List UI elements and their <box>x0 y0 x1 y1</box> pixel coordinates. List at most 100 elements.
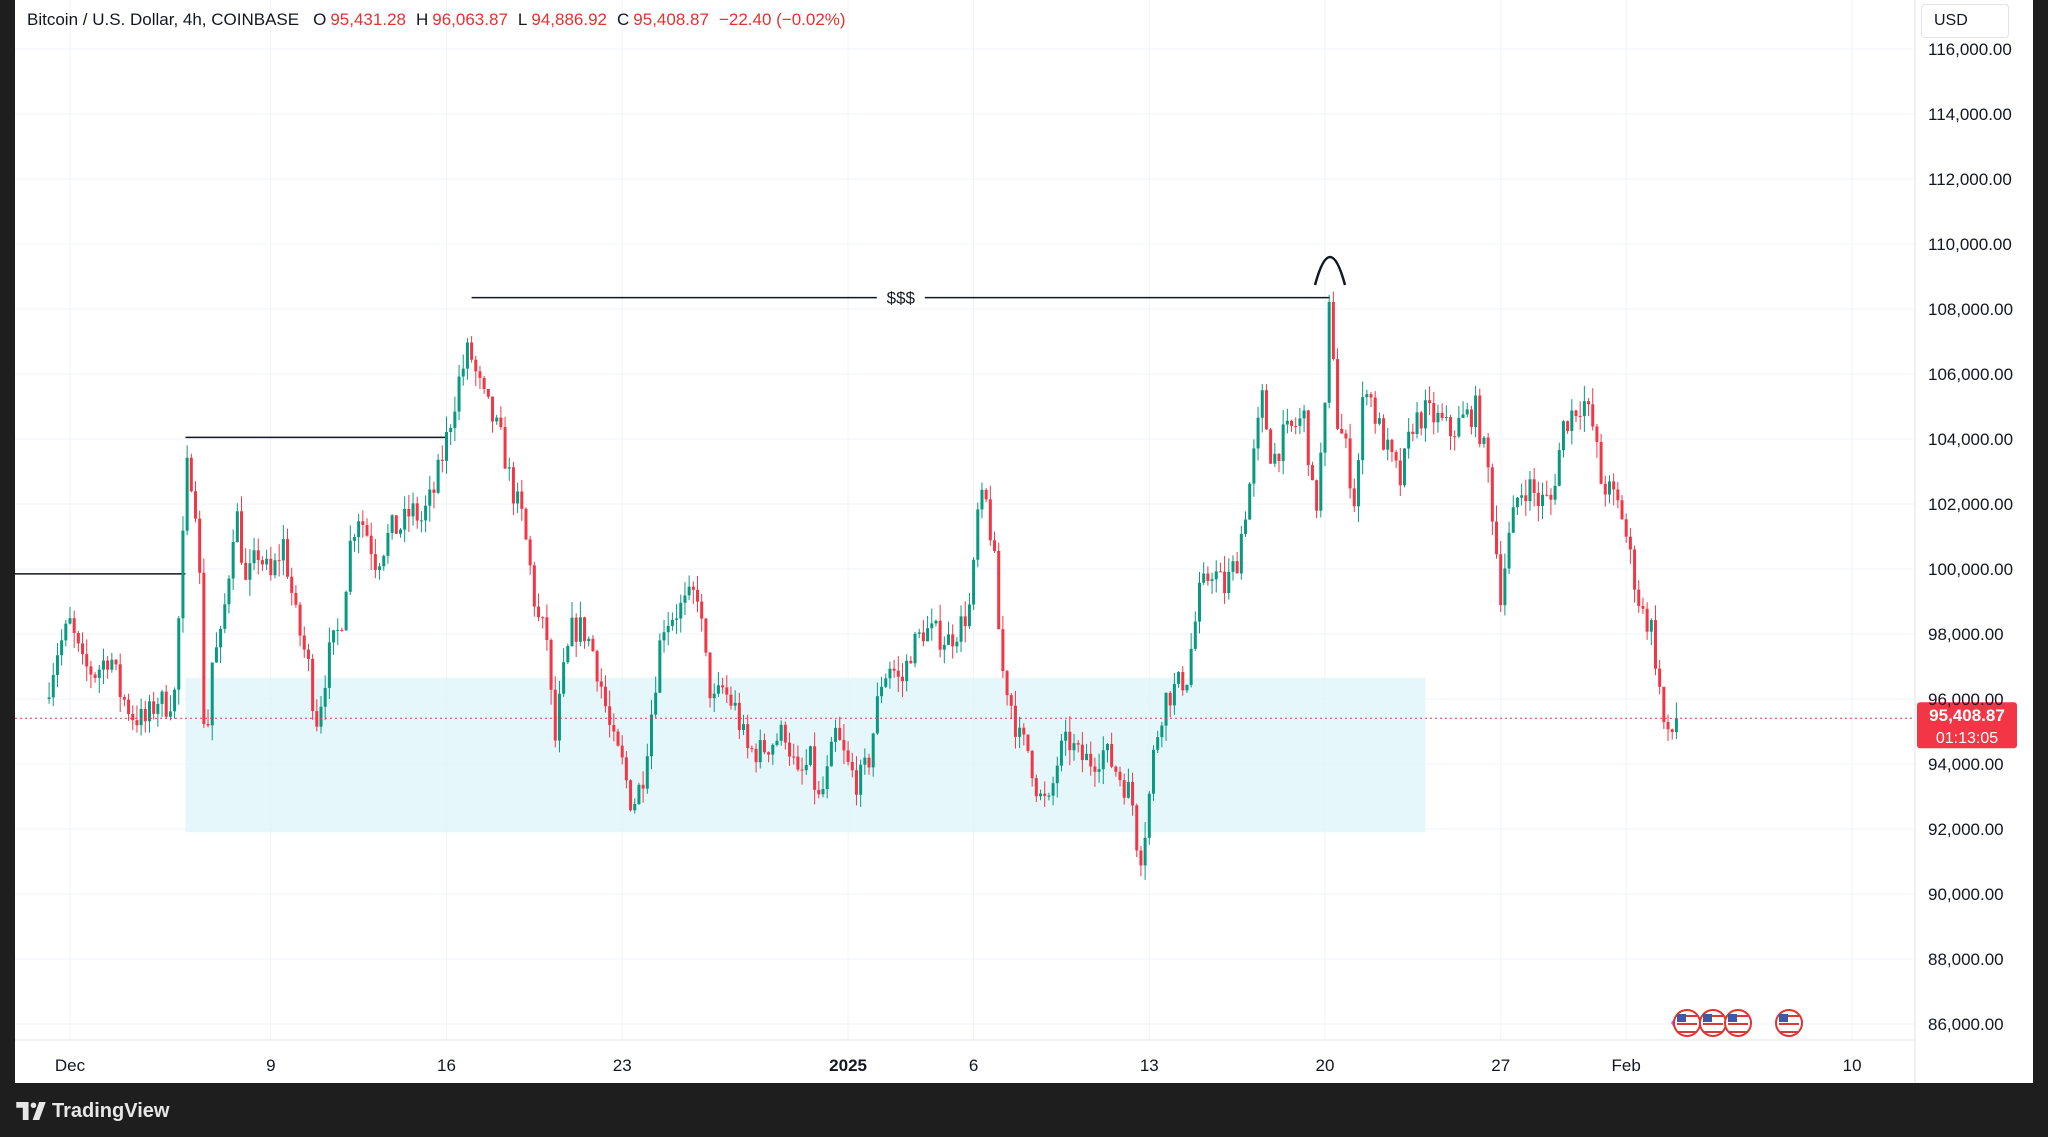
candle <box>988 485 992 546</box>
candle <box>1105 743 1109 763</box>
candle-body <box>114 659 118 665</box>
candle-body <box>1528 479 1532 502</box>
candle <box>507 457 511 481</box>
us-flag-event-icon[interactable] <box>1673 1009 1701 1037</box>
candle <box>76 630 80 652</box>
candle-body <box>231 542 235 579</box>
candle-body <box>1131 781 1135 806</box>
candle-body <box>436 459 440 493</box>
candle <box>1377 412 1381 426</box>
candle-body <box>729 694 733 706</box>
candle <box>1239 525 1243 580</box>
us-flag-event-icon[interactable] <box>1699 1009 1727 1037</box>
candle <box>1373 391 1377 434</box>
candle-body <box>754 748 758 763</box>
candle <box>260 556 264 571</box>
candle-body <box>1248 483 1252 520</box>
candle-body <box>553 689 557 741</box>
candle-body <box>557 693 561 741</box>
candlestick-chart[interactable]: $$$ 95,408.87 01:13:05 116,000.00 114,000.… <box>15 0 2033 1083</box>
candle <box>1126 768 1130 799</box>
tradingview-brand[interactable]: TradingView <box>16 1098 169 1124</box>
candle <box>1034 774 1038 803</box>
candle-body <box>306 649 310 659</box>
candle-body <box>1231 561 1235 572</box>
candle-body <box>1670 729 1674 733</box>
candle-body <box>863 757 867 765</box>
candle <box>491 396 495 433</box>
candle-body <box>194 491 197 519</box>
candle-body <box>1386 439 1390 450</box>
candle <box>135 705 139 733</box>
candle <box>55 643 59 688</box>
candle <box>959 605 963 652</box>
candle <box>1503 553 1507 616</box>
currency-button[interactable]: USD <box>1921 4 2009 38</box>
symbol-title[interactable]: Bitcoin / U.S. Dollar, 4h, COINBASE <box>27 10 300 29</box>
x-tick-label: 13 <box>1140 1056 1159 1075</box>
candle-body <box>85 654 89 667</box>
candle-body <box>700 601 704 619</box>
candle <box>1607 475 1611 504</box>
candle <box>386 523 390 564</box>
candle-body <box>1486 437 1490 468</box>
candle <box>746 714 750 759</box>
candle-body <box>118 664 122 698</box>
us-flag-event-icon[interactable] <box>1724 1009 1752 1037</box>
candle-body <box>942 644 946 650</box>
candle <box>394 515 398 534</box>
price-tag <box>1917 702 2017 749</box>
candle <box>281 524 285 576</box>
candle-body <box>1658 668 1662 687</box>
candle <box>1177 671 1181 688</box>
candle <box>859 759 863 807</box>
candle-body <box>1273 453 1277 464</box>
us-flag-event-icon[interactable] <box>1775 1009 1803 1037</box>
candle <box>1135 803 1139 858</box>
candle <box>541 616 545 629</box>
candle <box>511 461 515 516</box>
chart-pane[interactable]: $$$ 95,408.87 01:13:05 116,000.00 114,000.… <box>15 0 2033 1083</box>
candle-body <box>892 668 896 671</box>
candle-body <box>813 746 817 790</box>
candle <box>863 748 867 775</box>
candle-body <box>1026 734 1030 751</box>
candle-body <box>859 764 863 795</box>
candle <box>1515 496 1519 515</box>
candle <box>1449 414 1452 451</box>
candle <box>1072 733 1076 761</box>
candle-body <box>1490 467 1494 522</box>
candle-body <box>825 766 829 789</box>
candle <box>926 615 930 642</box>
candle <box>1561 420 1565 458</box>
candle <box>888 661 892 689</box>
candle <box>1218 562 1222 573</box>
candle-body <box>1143 837 1147 866</box>
candle-body <box>1110 743 1114 767</box>
y-tick-label: 88,000.00 <box>1928 950 2004 969</box>
candle-body <box>1298 418 1302 426</box>
candle <box>219 625 223 664</box>
candle-body <box>1260 390 1264 418</box>
candle <box>599 668 603 699</box>
candle <box>1244 511 1248 537</box>
candle <box>1026 734 1030 753</box>
candle <box>332 629 336 655</box>
candle-body <box>1151 749 1155 794</box>
candle <box>106 656 110 679</box>
candle <box>951 624 955 659</box>
candle <box>838 716 842 741</box>
candle-body <box>641 784 645 789</box>
candle <box>256 538 260 575</box>
candle <box>1344 429 1348 449</box>
candle <box>336 618 340 645</box>
candle-body <box>1269 429 1273 464</box>
candle <box>206 709 210 728</box>
candle <box>503 416 507 469</box>
price-tag-value: 95,408.87 <box>1929 706 2005 725</box>
candle <box>173 687 177 719</box>
candle <box>1599 433 1603 485</box>
candle-body <box>817 789 821 795</box>
candle-body <box>382 555 386 567</box>
candle <box>177 616 181 705</box>
